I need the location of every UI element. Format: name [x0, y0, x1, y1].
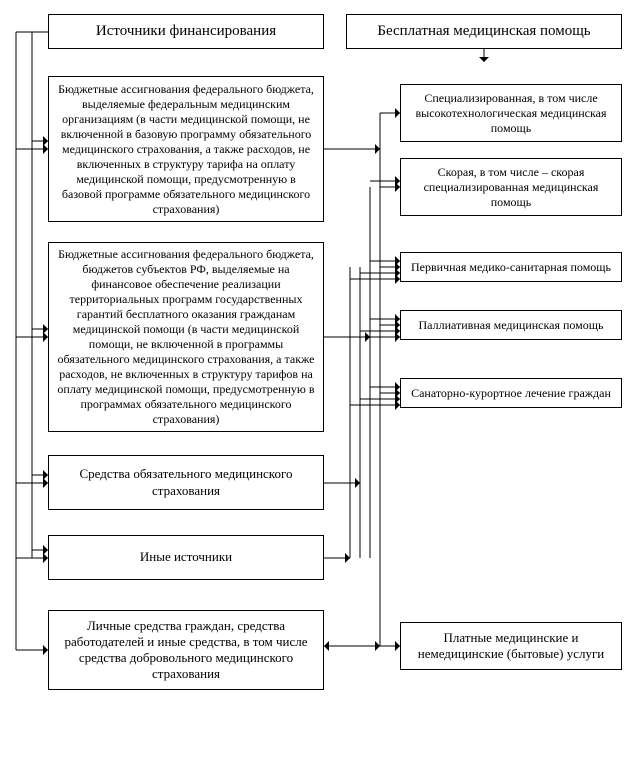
box-label-l5: Личные средства граждан, средства работо…	[55, 618, 317, 683]
box-label-r1: Специализированная, в том числе высокоте…	[407, 91, 615, 136]
box-right_header: Бесплатная медицинская помощь	[346, 14, 622, 49]
box-label-right_header: Бесплатная медицинская помощь	[377, 22, 590, 41]
box-label-left_header: Источники финансирования	[96, 22, 276, 41]
box-label-l4: Иные источники	[140, 549, 232, 565]
box-label-l2: Бюджетные ассигнования федерального бюдж…	[55, 247, 317, 427]
diagram-stage: Источники финансирования Бесплатная медиц…	[0, 0, 634, 781]
box-l5: Личные средства граждан, средства работо…	[48, 610, 324, 690]
box-label-l1: Бюджетные ассигнования федерального бюдж…	[55, 82, 317, 217]
box-r1: Специализированная, в том числе высокоте…	[400, 84, 622, 142]
box-label-r2: Скорая, в том числе – скорая специализир…	[407, 165, 615, 210]
box-label-r5: Санаторно-курортное лечение граждан	[411, 386, 611, 401]
box-r5: Санаторно-курортное лечение граждан	[400, 378, 622, 408]
box-label-r6: Платные медицинские и немедицинские (быт…	[407, 630, 615, 663]
box-r4: Паллиативная медицинская помощь	[400, 310, 622, 340]
box-l4: Иные источники	[48, 535, 324, 580]
box-r3: Первичная медико-санитарная помощь	[400, 252, 622, 282]
box-label-r3: Первичная медико-санитарная помощь	[411, 260, 611, 275]
box-l2: Бюджетные ассигнования федерального бюдж…	[48, 242, 324, 432]
box-left_header: Источники финансирования	[48, 14, 324, 49]
box-label-r4: Паллиативная медицинская помощь	[419, 318, 604, 333]
box-label-l3: Средства обязательного медицинского стра…	[55, 466, 317, 499]
box-r2: Скорая, в том числе – скорая специализир…	[400, 158, 622, 216]
box-r6: Платные медицинские и немедицинские (быт…	[400, 622, 622, 670]
box-l3: Средства обязательного медицинского стра…	[48, 455, 324, 510]
box-l1: Бюджетные ассигнования федерального бюдж…	[48, 76, 324, 222]
